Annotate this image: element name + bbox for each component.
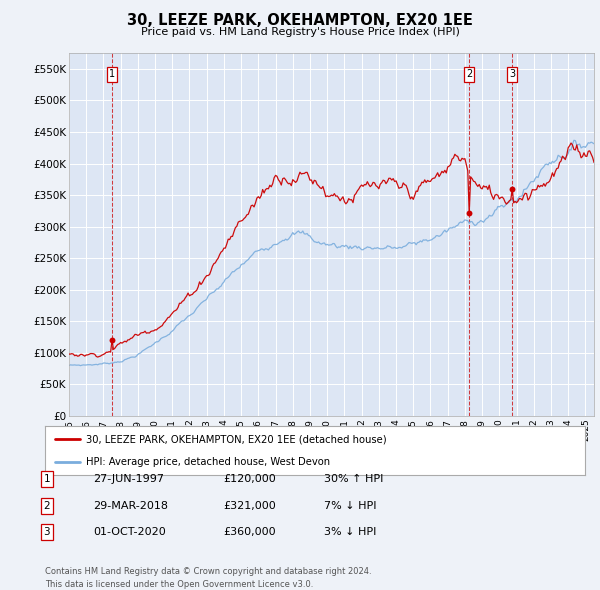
Text: 2: 2	[43, 501, 50, 510]
Text: 27-JUN-1997: 27-JUN-1997	[93, 474, 164, 484]
Text: 3: 3	[43, 527, 50, 537]
Text: Price paid vs. HM Land Registry's House Price Index (HPI): Price paid vs. HM Land Registry's House …	[140, 27, 460, 37]
Point	[107, 336, 116, 345]
Point	[508, 184, 517, 194]
Text: 7% ↓ HPI: 7% ↓ HPI	[324, 501, 377, 510]
Text: £321,000: £321,000	[223, 501, 276, 510]
Text: Contains HM Land Registry data © Crown copyright and database right 2024.
This d: Contains HM Land Registry data © Crown c…	[45, 568, 371, 589]
Text: £360,000: £360,000	[223, 527, 276, 537]
Text: HPI: Average price, detached house, West Devon: HPI: Average price, detached house, West…	[86, 457, 329, 467]
Text: 30, LEEZE PARK, OKEHAMPTON, EX20 1EE: 30, LEEZE PARK, OKEHAMPTON, EX20 1EE	[127, 13, 473, 28]
Text: 01-OCT-2020: 01-OCT-2020	[93, 527, 166, 537]
Text: 29-MAR-2018: 29-MAR-2018	[93, 501, 168, 510]
Text: 30% ↑ HPI: 30% ↑ HPI	[324, 474, 383, 484]
Text: 1: 1	[43, 474, 50, 484]
Text: 2: 2	[466, 70, 472, 80]
Text: 30, LEEZE PARK, OKEHAMPTON, EX20 1EE (detached house): 30, LEEZE PARK, OKEHAMPTON, EX20 1EE (de…	[86, 434, 386, 444]
Text: 3% ↓ HPI: 3% ↓ HPI	[324, 527, 376, 537]
Text: 1: 1	[109, 70, 115, 80]
Text: £120,000: £120,000	[223, 474, 276, 484]
Text: 3: 3	[509, 70, 515, 80]
Point	[464, 209, 474, 218]
